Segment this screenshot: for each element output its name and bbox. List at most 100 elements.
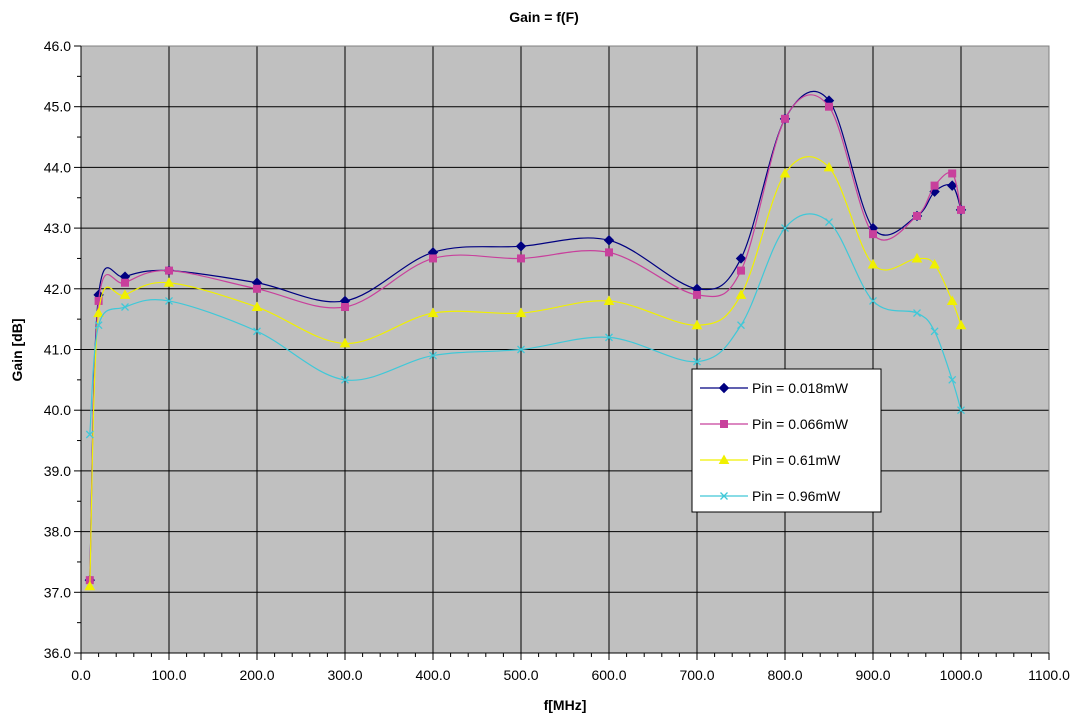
data-point — [781, 114, 789, 123]
data-point — [913, 211, 921, 220]
data-point — [84, 580, 96, 591]
data-point — [913, 309, 921, 318]
y-tick-label: 45.0 — [44, 99, 71, 115]
x-tick-label: 700.0 — [679, 667, 714, 683]
axes: 0.0 100.0 200.0 300.0 400.0 500.0 600.0 700.0 80… — [44, 38, 1070, 683]
data-point — [781, 224, 789, 233]
data-point — [94, 296, 103, 305]
x-marker-stroke — [930, 327, 939, 336]
x-marker-stroke — [85, 430, 94, 439]
data-point — [119, 289, 131, 299]
x-tick-label: 100.0 — [151, 667, 186, 683]
chart-title: Gain = f(F) — [509, 9, 579, 25]
data-point — [930, 327, 939, 336]
x-axis-title: f[MHz] — [544, 697, 587, 713]
x-marker-stroke — [517, 345, 525, 354]
y-tick-label: 41.0 — [44, 342, 71, 358]
x-tick-label: 300.0 — [327, 667, 362, 683]
legend-item: Pin = 0.018mW — [700, 380, 849, 396]
y-tick-label: 40.0 — [44, 402, 71, 418]
y-tick-label: 46.0 — [44, 38, 71, 54]
data-point — [869, 296, 877, 305]
x-tick-label: 200.0 — [239, 667, 274, 683]
x-marker-stroke — [948, 375, 957, 384]
data-point — [165, 266, 173, 275]
data-point — [957, 406, 965, 415]
data-point — [517, 254, 525, 263]
y-tick-label: 43.0 — [44, 220, 71, 236]
data-point — [957, 205, 965, 214]
data-point — [121, 278, 129, 287]
data-point — [929, 259, 940, 269]
legend-item: Pin = 0.066mW — [700, 416, 849, 432]
x-marker-stroke — [913, 309, 921, 318]
data-point — [823, 161, 835, 172]
x-marker-stroke — [605, 333, 613, 342]
x-marker-stroke — [825, 218, 833, 226]
x-tick-label: 0.0 — [71, 667, 91, 683]
x-tick-label: 1000.0 — [940, 667, 983, 683]
legend-label: Pin = 0.066mW — [752, 416, 849, 432]
x-tick-label: 1100.0 — [1028, 667, 1070, 683]
data-point — [605, 248, 613, 257]
x-marker-stroke — [253, 327, 261, 336]
data-point — [735, 253, 747, 264]
legend-item: Pin = 0.61mW — [700, 452, 841, 468]
legend-label: Pin = 0.018mW — [752, 380, 849, 396]
data-point — [946, 180, 958, 191]
data-point — [253, 327, 261, 336]
y-tick-label: 42.0 — [44, 281, 71, 297]
x-marker-stroke — [720, 492, 728, 500]
data-point — [867, 259, 879, 269]
x-marker-stroke — [781, 224, 789, 233]
data-point — [341, 375, 349, 384]
y-tick-label: 36.0 — [44, 645, 71, 661]
x-marker-stroke — [957, 406, 965, 415]
data-point — [691, 319, 703, 330]
x-marker-stroke — [121, 303, 129, 311]
data-point — [825, 218, 833, 226]
x-marker-stroke — [869, 296, 877, 305]
x-marker-stroke — [94, 321, 103, 330]
legend-item: Pin = 0.96mW — [700, 488, 841, 504]
series-3 — [84, 156, 967, 591]
x-tick-label: 600.0 — [591, 667, 626, 683]
data-point — [948, 375, 957, 384]
legend-marker — [720, 420, 728, 428]
data-point — [825, 102, 833, 111]
data-point — [946, 295, 958, 305]
legend-label: Pin = 0.96mW — [752, 488, 841, 504]
data-point — [735, 289, 747, 299]
legend: Pin = 0.018mW Pin = 0.066mW Pin = 0.61mW Pi… — [691, 368, 882, 513]
series-line — [89, 213, 962, 435]
data-point — [339, 337, 351, 348]
legend-marker — [718, 382, 730, 394]
y-tick-label: 44.0 — [44, 159, 71, 175]
data-point — [429, 254, 437, 263]
data-point — [427, 307, 439, 318]
data-point — [121, 303, 129, 311]
y-tick-label: 38.0 — [44, 524, 71, 540]
series-layer — [84, 90, 967, 591]
data-point — [251, 301, 263, 312]
y-tick-label: 39.0 — [44, 463, 71, 479]
data-point — [955, 319, 967, 330]
legend-marker — [720, 492, 728, 500]
x-tick-label: 800.0 — [767, 667, 802, 683]
data-point — [517, 345, 525, 354]
data-point — [165, 296, 173, 305]
x-tick-label: 900.0 — [855, 667, 890, 683]
data-point — [515, 241, 527, 252]
data-point — [603, 235, 615, 246]
y-axis-title: Gain [dB] — [9, 319, 25, 382]
x-marker-stroke — [341, 375, 349, 384]
series-2 — [85, 94, 965, 585]
x-marker-stroke — [693, 357, 701, 366]
legend-box — [691, 368, 882, 513]
data-point — [515, 307, 527, 318]
x-marker-stroke — [429, 351, 437, 360]
data-point — [737, 266, 745, 275]
data-point — [253, 284, 261, 293]
data-point — [429, 351, 437, 360]
data-point — [341, 303, 349, 312]
